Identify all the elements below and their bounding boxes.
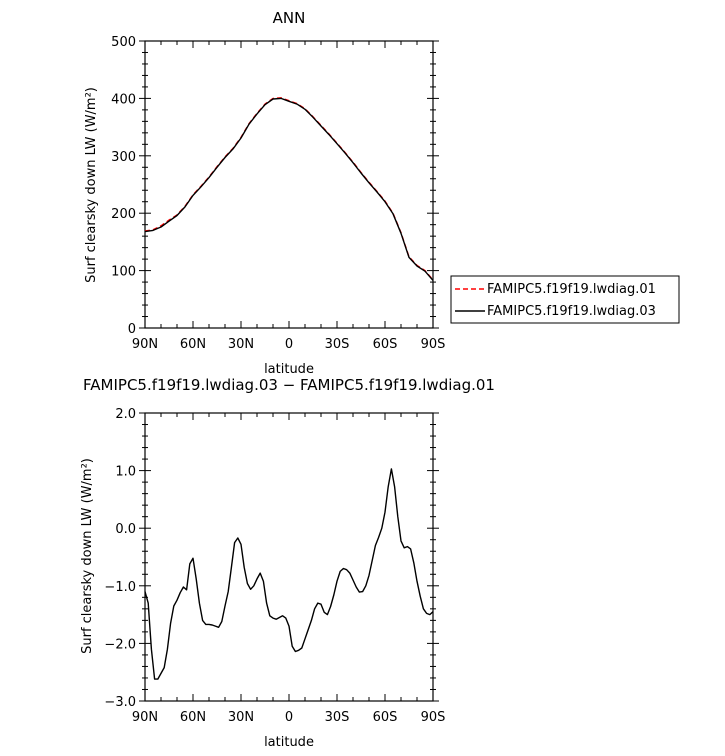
top-axis-ticks xyxy=(139,40,439,329)
top-x-axis-label: latitude xyxy=(264,362,314,377)
bottom-series-lines xyxy=(144,468,434,680)
top-y-tick-label-1: 100 xyxy=(111,265,136,280)
top-x-tick-label-0: 90N xyxy=(132,337,158,352)
bottom-panel: FAMIPC5.f19f19.lwdiag.03 − FAMIPC5.f19f1… xyxy=(80,376,495,750)
top-x-tick-label-3: 0 xyxy=(285,337,293,352)
bottom-y-tick-label-2: −1.0 xyxy=(104,580,136,595)
top-y-tick-label-4: 400 xyxy=(111,92,136,107)
bottom-x-axis-label: latitude xyxy=(264,735,314,750)
bottom-y-tick-label-1: −2.0 xyxy=(104,637,136,652)
top-y-tick-label-5: 500 xyxy=(111,35,136,50)
legend-box xyxy=(450,275,680,324)
bottom-x-tick-label-2: 30N xyxy=(228,710,254,725)
top-x-tick-label-4: 30S xyxy=(325,337,350,352)
top-series-lines xyxy=(144,97,434,281)
top-x-tick-label-6: 90S xyxy=(421,337,446,352)
top-series-line-1 xyxy=(144,97,434,281)
top-y-tick-label-0: 0 xyxy=(128,322,136,337)
legend-label-lwdiag03: FAMIPC5.f19f19.lwdiag.03 xyxy=(487,304,656,319)
bottom-x-tick-label-3: 0 xyxy=(285,710,293,725)
bottom-chart-title: FAMIPC5.f19f19.lwdiag.03 − FAMIPC5.f19f1… xyxy=(83,376,495,394)
top-x-tick-label-1: 60N xyxy=(180,337,206,352)
bottom-y-tick-label-5: 2.0 xyxy=(115,407,136,422)
bottom-x-tick-labels: 90N 60N 30N 0 30S 60S 90S xyxy=(132,710,446,725)
bottom-y-tick-label-0: −3.0 xyxy=(104,695,136,710)
top-panel: ANN 90N 60N 30N 0 30S 60S 90S 0 100 200 300 400 500… xyxy=(84,9,445,377)
bottom-y-tick-label-4: 1.0 xyxy=(115,465,136,480)
bottom-x-tick-label-6: 90S xyxy=(421,710,446,725)
top-y-tick-label-3: 300 xyxy=(111,150,136,165)
top-x-tick-label-5: 60S xyxy=(373,337,398,352)
bottom-series-line-0 xyxy=(144,468,434,680)
bottom-y-axis-label: Surf clearsky down LW (W/m²) xyxy=(80,458,95,654)
bottom-y-tick-labels: −3.0 −2.0 −1.0 0.0 1.0 2.0 xyxy=(104,407,136,710)
top-y-axis-label: Surf clearsky down LW (W/m²) xyxy=(84,87,99,283)
bottom-x-tick-label-1: 60N xyxy=(180,710,206,725)
legend-label-lwdiag01: FAMIPC5.f19f19.lwdiag.01 xyxy=(487,282,656,297)
bottom-axis-ticks xyxy=(139,412,439,702)
top-y-tick-label-2: 200 xyxy=(111,207,136,222)
legend: FAMIPC5.f19f19.lwdiag.01 FAMIPC5.f19f19.… xyxy=(450,275,680,324)
bottom-x-tick-label-4: 30S xyxy=(325,710,350,725)
top-y-tick-labels: 0 100 200 300 400 500 xyxy=(111,35,136,337)
top-x-tick-labels: 90N 60N 30N 0 30S 60S 90S xyxy=(132,337,446,352)
top-plot-frame xyxy=(144,40,434,329)
top-chart-title: ANN xyxy=(273,9,306,27)
bottom-x-tick-label-0: 90N xyxy=(132,710,158,725)
top-series-line-0 xyxy=(144,97,434,281)
bottom-y-tick-label-3: 0.0 xyxy=(115,522,136,537)
bottom-x-tick-label-5: 60S xyxy=(373,710,398,725)
bottom-plot-frame xyxy=(144,412,434,702)
top-x-tick-label-2: 30N xyxy=(228,337,254,352)
